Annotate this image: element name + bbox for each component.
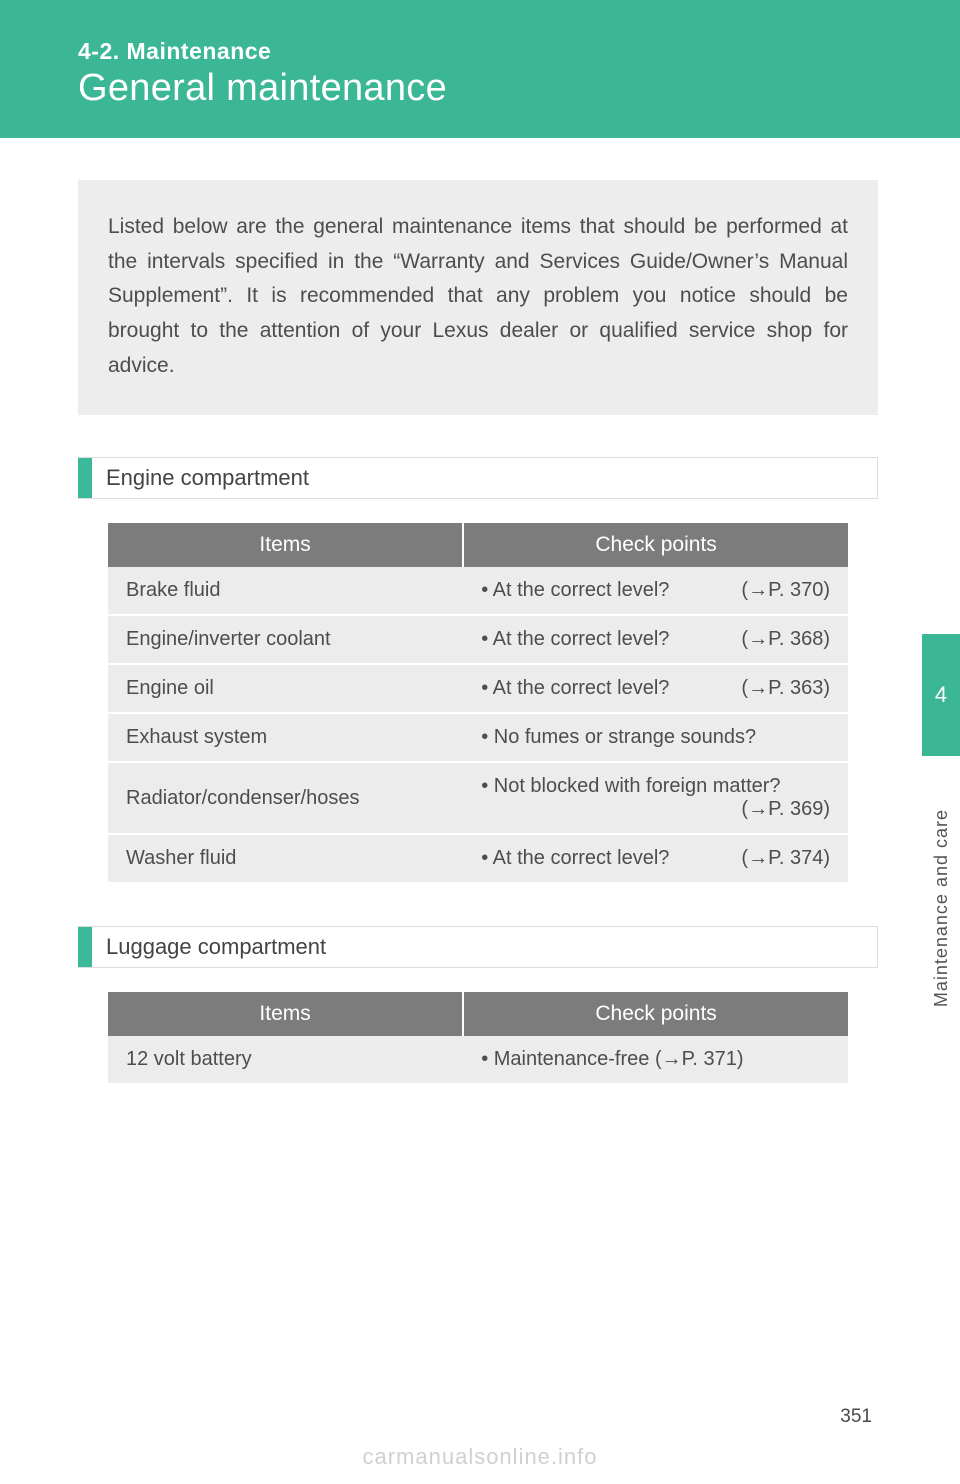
check-text: • Maintenance-free (→P. 371) (481, 1048, 743, 1071)
page-ref: (→P. 370) (741, 579, 830, 602)
cell-check: • No fumes or strange sounds? (463, 713, 848, 762)
chapter-side-label: Maintenance and care (928, 768, 954, 1048)
table-engine-compartment: Items Check points Brake fluid • At the … (108, 523, 848, 884)
section-heading-text: Engine compartment (106, 465, 309, 491)
cell-check: • At the correct level? (→P. 368) (463, 615, 848, 664)
page-header: 4-2. Maintenance General maintenance (0, 0, 960, 138)
table-row: Engine/inverter coolant • At the correct… (108, 615, 848, 664)
page-ref: (→P. 369) (741, 798, 830, 821)
cell-item: Brake fluid (108, 567, 463, 615)
check-text: • Not blocked with foreign matter? (481, 775, 780, 797)
page-content: Listed below are the general maintenance… (0, 180, 960, 1085)
page-title: General maintenance (78, 67, 960, 110)
intro-text: Listed below are the general maintenance… (108, 210, 848, 383)
table-row: Exhaust system • No fumes or strange sou… (108, 713, 848, 762)
section-heading-luggage: Luggage compartment (78, 926, 878, 968)
page-number: 351 (840, 1406, 872, 1428)
page-ref: (→P. 368) (741, 628, 830, 651)
page-ref: (→P. 374) (741, 847, 830, 870)
chapter-side-text: Maintenance and care (931, 809, 952, 1007)
cell-check: • At the correct level? (→P. 370) (463, 567, 848, 615)
cell-check: • At the correct level? (→P. 363) (463, 664, 848, 713)
cell-item: Engine/inverter coolant (108, 615, 463, 664)
cell-item: Engine oil (108, 664, 463, 713)
check-text: • At the correct level? (481, 628, 669, 651)
check-text: • At the correct level? (481, 579, 669, 602)
cell-check: • Not blocked with foreign matter?(→P. 3… (463, 762, 848, 834)
check-text: • At the correct level? (481, 847, 669, 870)
section-heading-engine: Engine compartment (78, 457, 878, 499)
cell-check: • At the correct level? (→P. 374) (463, 834, 848, 883)
table-row: Engine oil • At the correct level? (→P. 3… (108, 664, 848, 713)
chapter-number: 4 (935, 682, 947, 708)
table-row: Washer fluid • At the correct level? (→P.… (108, 834, 848, 883)
watermark: carmanualsonline.info (0, 1444, 960, 1470)
table-header-row: Items Check points (108, 992, 848, 1036)
col-items: Items (108, 992, 463, 1036)
col-checkpoints: Check points (463, 523, 848, 567)
page-ref: (→P. 363) (741, 677, 830, 700)
check-text: • At the correct level? (481, 677, 669, 700)
section-accent-bar (78, 927, 92, 967)
section-heading-text: Luggage compartment (106, 934, 326, 960)
col-items: Items (108, 523, 463, 567)
cell-item: Washer fluid (108, 834, 463, 883)
table-row: Brake fluid • At the correct level? (→P. … (108, 567, 848, 615)
intro-box: Listed below are the general maintenance… (78, 180, 878, 415)
check-text: • No fumes or strange sounds? (481, 726, 756, 749)
table-luggage-compartment: Items Check points 12 volt battery • Mai… (108, 992, 848, 1085)
cell-check: • Maintenance-free (→P. 371) (463, 1036, 848, 1084)
section-accent-bar (78, 458, 92, 498)
cell-item: 12 volt battery (108, 1036, 463, 1084)
cell-item: Radiator/condenser/hoses (108, 762, 463, 834)
table-row: 12 volt battery • Maintenance-free (→P. … (108, 1036, 848, 1084)
cell-item: Exhaust system (108, 713, 463, 762)
chapter-tab: 4 (922, 634, 960, 756)
col-checkpoints: Check points (463, 992, 848, 1036)
breadcrumb: 4-2. Maintenance (78, 38, 960, 65)
table-row: Radiator/condenser/hoses • Not blocked w… (108, 762, 848, 834)
table-header-row: Items Check points (108, 523, 848, 567)
